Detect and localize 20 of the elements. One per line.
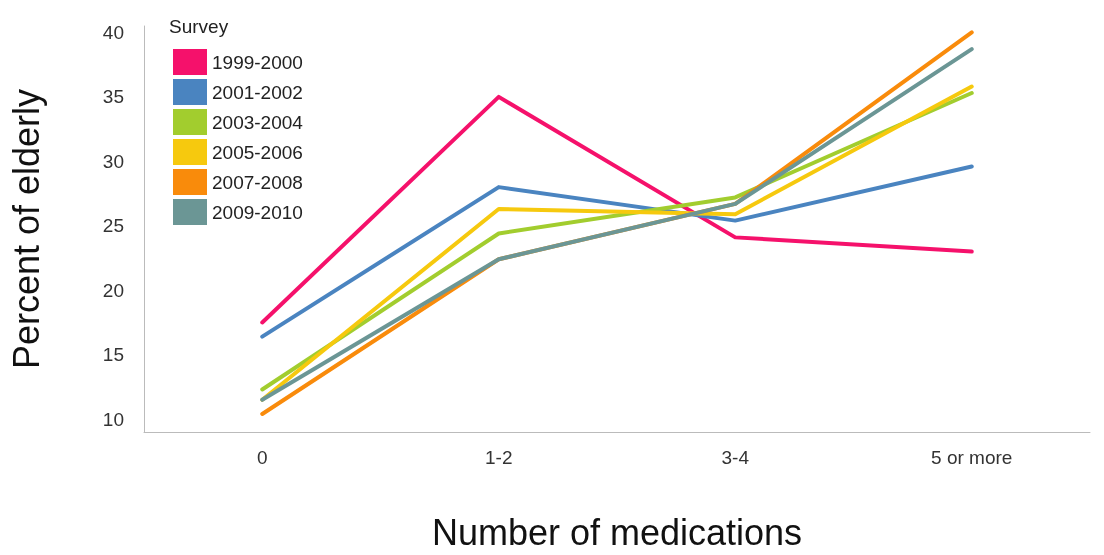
x-tick-label: 0	[256, 447, 268, 468]
legend-label: 2003-2004	[212, 111, 304, 133]
legend-label: 2005-2006	[212, 141, 303, 163]
y-tick-label: 15	[102, 344, 124, 366]
x-tick-label: 3-4	[721, 447, 750, 468]
x-tick-label: 1-2	[485, 447, 513, 468]
legend-label: 2009-2010	[212, 201, 303, 223]
legend-label: 1999-2000	[212, 51, 303, 73]
y-tick-label: 30	[102, 150, 124, 172]
y-tick-label: 10	[102, 408, 124, 430]
x-axis-title: Number of medications	[431, 511, 803, 553]
y-tick-label: 35	[102, 86, 124, 108]
x-tick-label: 5 or more	[931, 447, 1013, 468]
y-axis-title: Percent of elderly	[5, 88, 47, 370]
y-tick-label: 20	[102, 279, 124, 301]
legend-label: 2001-2002	[212, 81, 303, 103]
legend-title: Survey	[169, 16, 229, 37]
y-tick-label: 25	[102, 215, 124, 237]
legend-label: 2007-2008	[212, 171, 303, 193]
y-tick-label: 40	[102, 21, 124, 43]
